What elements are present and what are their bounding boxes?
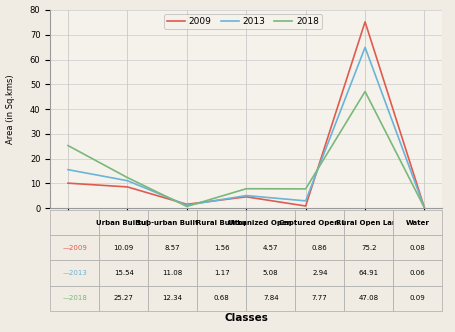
2009 [362, 20, 367, 24]
2018 [243, 187, 248, 191]
2013 [302, 199, 308, 203]
Y-axis label: Area (in Sq.kms): Area (in Sq.kms) [6, 74, 15, 144]
2018 [421, 206, 426, 210]
2009 [302, 204, 308, 208]
2018 [65, 143, 71, 147]
2013 [421, 206, 426, 210]
2009 [124, 185, 130, 189]
2009 [243, 195, 248, 199]
2009 [65, 181, 71, 185]
2009 [184, 202, 189, 206]
Line: 2009: 2009 [68, 22, 424, 208]
Line: 2018: 2018 [68, 92, 424, 208]
Legend: 2009, 2013, 2018: 2009, 2013, 2018 [164, 15, 321, 29]
2013 [243, 194, 248, 198]
2009 [421, 206, 426, 210]
2018 [124, 176, 130, 180]
2013 [362, 45, 367, 49]
2018 [302, 187, 308, 191]
2013 [65, 168, 71, 172]
Text: Classes: Classes [224, 313, 268, 323]
2018 [184, 205, 189, 208]
2013 [124, 179, 130, 183]
2013 [184, 203, 189, 207]
2018 [362, 90, 367, 94]
Line: 2013: 2013 [68, 47, 424, 208]
